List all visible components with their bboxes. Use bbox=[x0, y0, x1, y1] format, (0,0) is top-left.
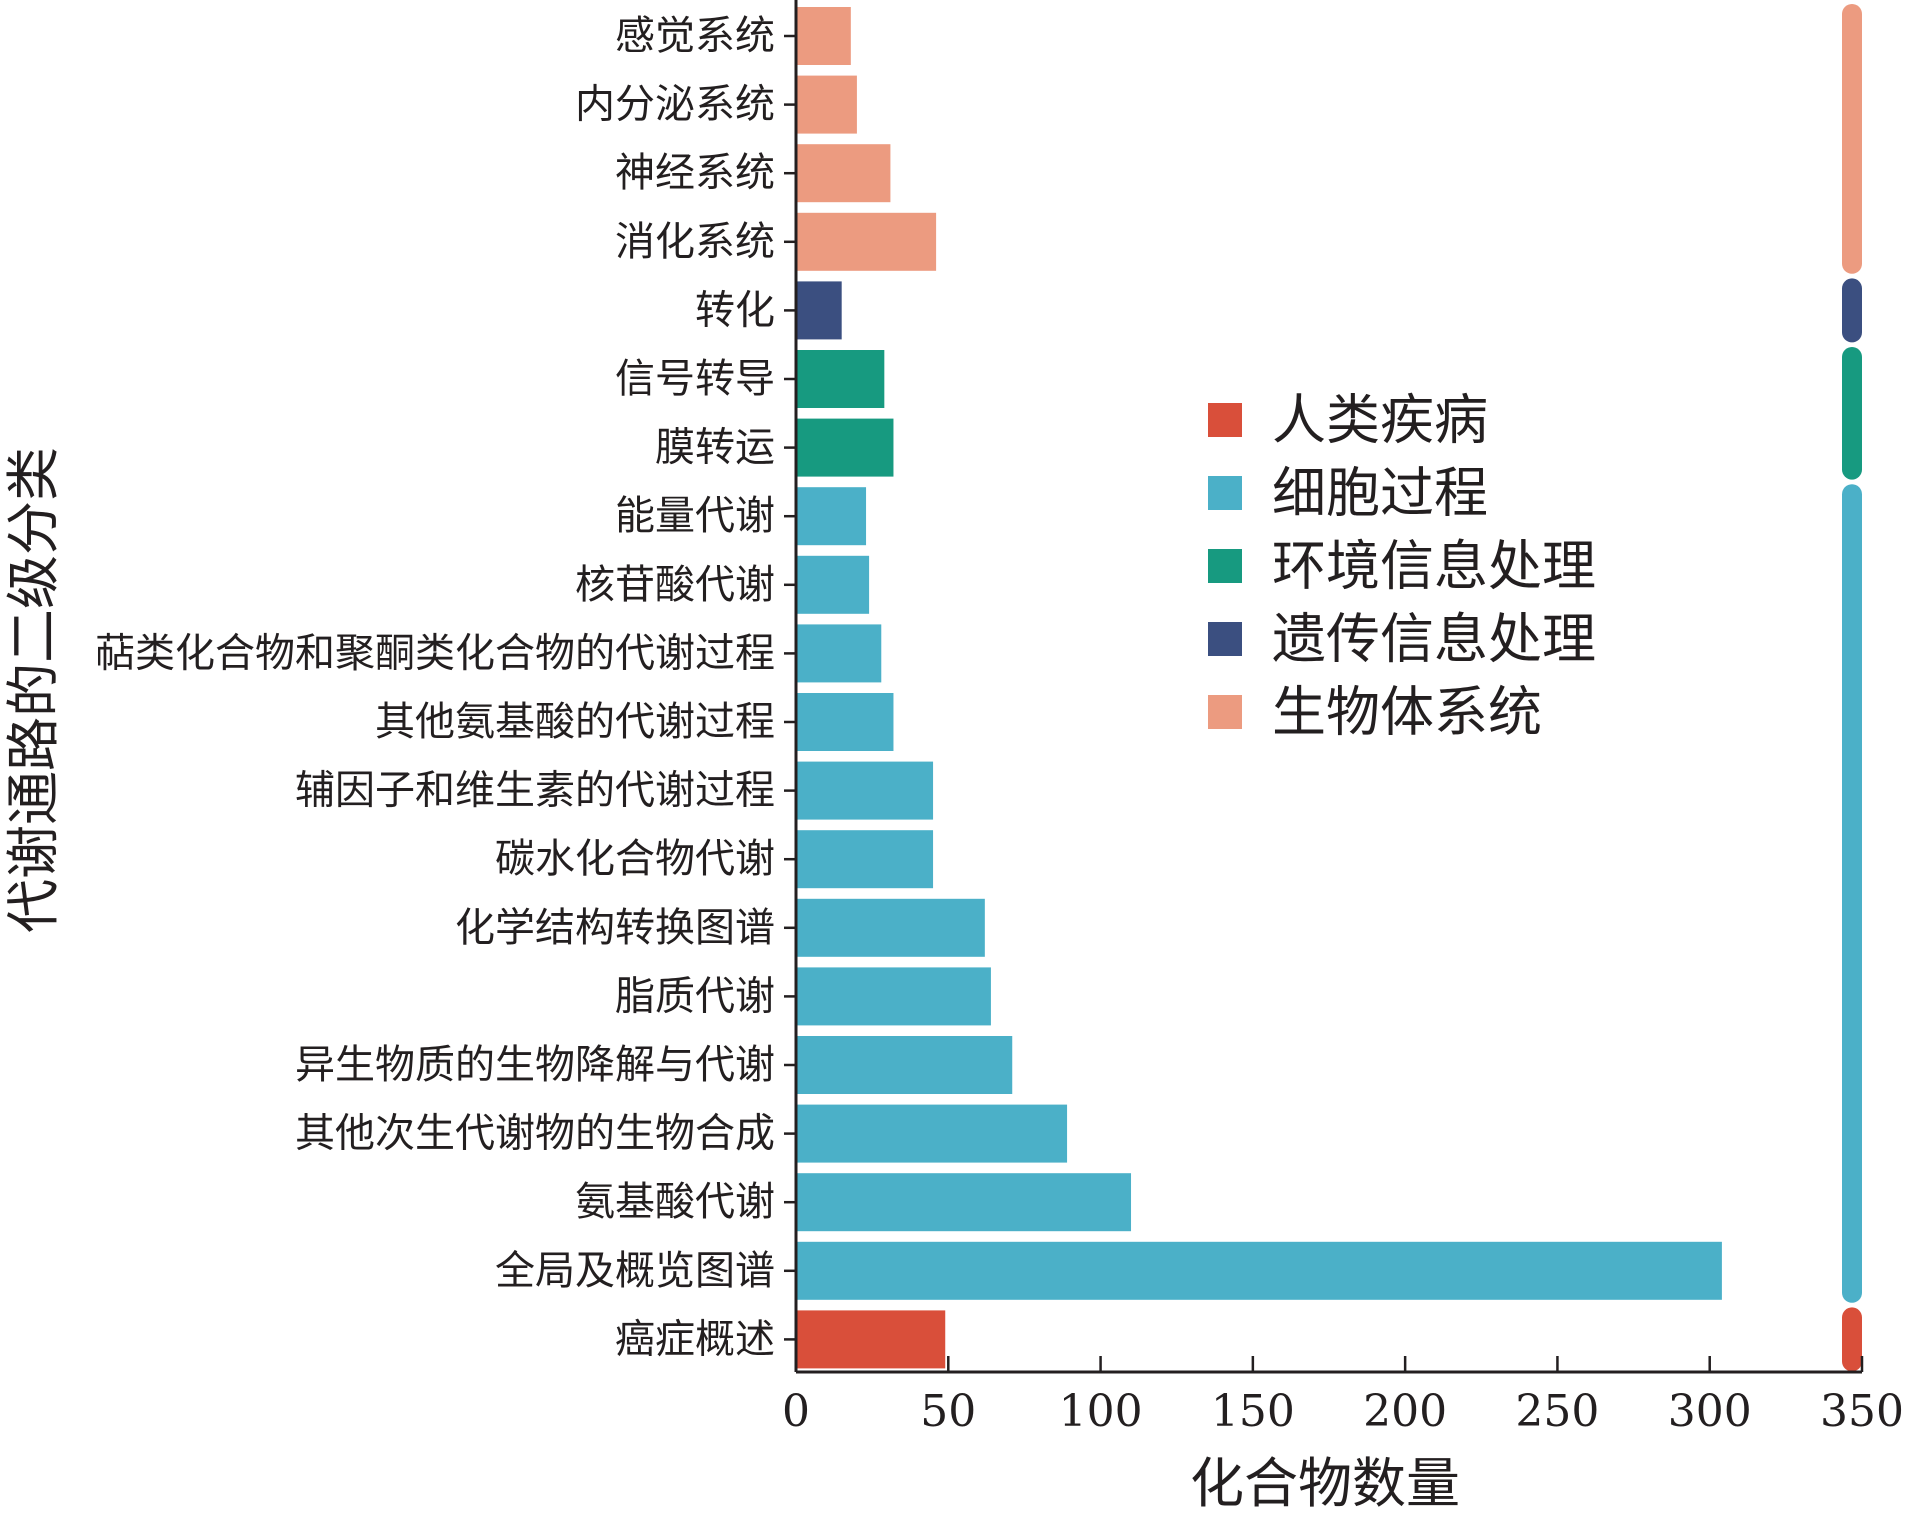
category-label: 消化系统 bbox=[615, 219, 775, 265]
bar bbox=[796, 144, 891, 203]
x-tick-label: 0 bbox=[782, 1386, 810, 1437]
bar bbox=[796, 1241, 1722, 1300]
bar bbox=[796, 624, 882, 683]
category-label: 神经系统 bbox=[615, 150, 775, 196]
group-strip bbox=[1842, 484, 1862, 1303]
bar bbox=[796, 1104, 1068, 1163]
category-label: 膜转运 bbox=[655, 425, 775, 471]
x-tick-label: 200 bbox=[1363, 1386, 1447, 1437]
legend-swatch bbox=[1208, 476, 1242, 510]
bar bbox=[796, 281, 842, 340]
category-label: 脂质代谢 bbox=[615, 973, 775, 1019]
group-strip bbox=[1842, 1307, 1862, 1372]
bar bbox=[796, 212, 937, 271]
group-strip bbox=[1842, 4, 1862, 274]
bar bbox=[796, 1036, 1013, 1094]
legend-label: 细胞过程 bbox=[1272, 462, 1488, 525]
category-label: 其他次生代谢物的生物合成 bbox=[295, 1111, 775, 1157]
bar bbox=[796, 830, 934, 889]
x-tick-label: 150 bbox=[1211, 1386, 1295, 1437]
legend-label: 遗传信息处理 bbox=[1272, 608, 1596, 671]
bar bbox=[796, 693, 894, 751]
bar bbox=[796, 350, 885, 408]
legend-label: 环境信息处理 bbox=[1272, 535, 1596, 598]
category-label: 碳水化合物代谢 bbox=[495, 836, 775, 882]
category-label: 其他氨基酸的代谢过程 bbox=[375, 699, 775, 745]
bar bbox=[796, 487, 867, 546]
category-label: 转化 bbox=[695, 287, 775, 333]
x-tick-label: 250 bbox=[1515, 1386, 1599, 1437]
group-strip bbox=[1842, 278, 1862, 343]
bar bbox=[796, 7, 851, 65]
legend-label: 生物体系统 bbox=[1272, 681, 1542, 744]
category-label: 异生物质的生物降解与代谢 bbox=[295, 1042, 775, 1088]
bar bbox=[796, 1310, 946, 1369]
bar bbox=[796, 761, 934, 820]
bar bbox=[796, 967, 991, 1026]
legend-swatch bbox=[1208, 622, 1242, 656]
bar bbox=[796, 75, 857, 134]
x-axis-title: 化合物数量 bbox=[1190, 1452, 1460, 1513]
category-label: 核苷酸代谢 bbox=[575, 562, 775, 608]
category-label: 全局及概览图谱 bbox=[495, 1248, 775, 1294]
x-tick-label: 50 bbox=[920, 1386, 976, 1437]
category-label: 辅因子和维生素的代谢过程 bbox=[295, 768, 775, 814]
category-label: 能量代谢 bbox=[615, 493, 775, 539]
bar bbox=[796, 1173, 1132, 1232]
category-label: 萜类化合物和聚酮类化合物的代谢过程 bbox=[95, 630, 775, 676]
category-label: 癌症概述 bbox=[615, 1316, 775, 1362]
bar bbox=[796, 418, 894, 477]
legend-swatch bbox=[1208, 695, 1242, 729]
x-tick-label: 100 bbox=[1059, 1386, 1143, 1437]
category-label: 内分泌系统 bbox=[575, 82, 775, 128]
legend-swatch bbox=[1208, 403, 1242, 437]
category-label: 化学结构转换图谱 bbox=[455, 905, 775, 951]
x-tick-label: 300 bbox=[1668, 1386, 1752, 1437]
y-axis-title: 代谢通路的二级分类 bbox=[2, 447, 65, 933]
group-strip bbox=[1842, 347, 1862, 480]
bar bbox=[796, 555, 870, 614]
category-label: 信号转导 bbox=[615, 356, 775, 402]
category-label: 感觉系统 bbox=[615, 13, 775, 59]
x-tick-label: 350 bbox=[1820, 1386, 1904, 1437]
category-label: 氨基酸代谢 bbox=[575, 1179, 775, 1225]
legend-label: 人类疾病 bbox=[1272, 389, 1488, 452]
bar bbox=[796, 898, 985, 957]
legend-swatch bbox=[1208, 549, 1242, 583]
